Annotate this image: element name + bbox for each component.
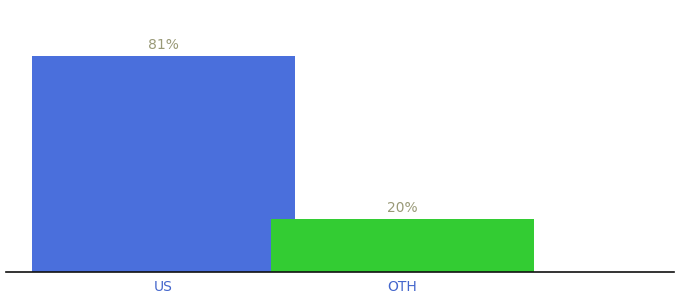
Text: 20%: 20% xyxy=(387,201,418,215)
Bar xyxy=(32,56,294,272)
Bar xyxy=(271,219,534,272)
Text: 81%: 81% xyxy=(148,38,179,52)
